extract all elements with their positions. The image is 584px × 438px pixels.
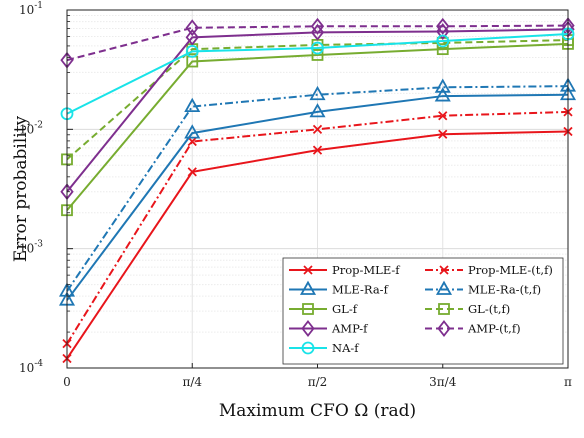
x-marker-stroke: [303, 265, 313, 275]
x-tick-label: 3π/4: [429, 375, 457, 389]
data-point: [301, 320, 315, 337]
legend-item: AMP-(t,f): [425, 320, 521, 337]
data-point: [299, 280, 317, 295]
data-point: [309, 85, 326, 101]
tick-layer: 0 π/4 π/2 3π/4 π 10-4 10-3 10-2 10-1: [19, 1, 572, 389]
data-point: [185, 28, 199, 46]
data-point: [438, 303, 450, 315]
series-line: [66, 42, 569, 211]
y-tick-label: 10-4: [19, 359, 43, 375]
data-point: [301, 341, 315, 355]
data-point: [187, 167, 197, 177]
x-tick-label: 0: [63, 375, 71, 389]
y-tick-label: 10-2: [19, 120, 43, 136]
series-line: [66, 24, 569, 62]
legend-item: GL-f: [289, 302, 358, 316]
data-point: [309, 103, 326, 118]
legend-label: Prop-MLE-f: [332, 263, 400, 277]
series-line: [66, 93, 569, 301]
data-point: [302, 303, 314, 315]
legend-item: AMP-f: [289, 320, 368, 337]
legend-label: Prop-MLE-(t,f): [468, 263, 553, 277]
series-mle-ra-f: [58, 85, 577, 306]
data-point: [439, 265, 449, 275]
legend-box: [282, 257, 564, 365]
data-point: [312, 124, 323, 134]
series-layer: [58, 17, 577, 364]
data-point: [438, 111, 448, 121]
x-marker-stroke: [438, 111, 448, 121]
legend: Prop-MLE-f Prop-MLE-(t,f) MLE-Ra-f MLE-Ra-(…: [282, 257, 564, 365]
data-point: [187, 136, 197, 147]
series-line: [66, 85, 569, 292]
legend-item: Prop-MLE-(t,f): [425, 263, 553, 277]
data-point: [436, 43, 449, 56]
data-point: [434, 78, 451, 93]
y-axis-label: Error probability: [11, 115, 31, 262]
data-point: [312, 145, 323, 155]
series-line: [66, 32, 569, 115]
data-point: [434, 87, 451, 102]
series-line: [66, 39, 569, 161]
legend-item: NA-f: [289, 341, 359, 355]
x-marker-stroke: [312, 124, 323, 134]
data-point: [436, 34, 450, 48]
x-axis-label: Maximum CFO Ω (rad): [219, 401, 416, 421]
data-point: [438, 129, 448, 139]
x-marker-stroke: [312, 145, 323, 155]
legend-label: GL-f: [332, 302, 358, 316]
data-point: [311, 41, 324, 55]
x-marker-stroke: [438, 129, 448, 139]
x-tick-label: π: [564, 375, 572, 389]
data-point: [185, 44, 199, 58]
legend-item: MLE-Ra-f: [289, 280, 389, 297]
y-tick-label: 10-1: [19, 1, 43, 17]
legend-label: NA-f: [332, 341, 359, 355]
data-point: [184, 97, 201, 113]
legend-item: MLE-Ra-(t,f): [425, 280, 541, 297]
data-point: [436, 17, 450, 35]
x-tick-label: π/2: [308, 375, 328, 389]
data-point: [184, 124, 201, 139]
x-marker-stroke: [187, 167, 197, 177]
y-tick-label: 10-3: [19, 240, 43, 256]
x-marker-stroke: [187, 136, 197, 147]
x-marker-stroke: [439, 265, 449, 275]
legend-label: MLE-Ra-f: [332, 283, 389, 297]
data-point: [435, 280, 453, 295]
legend-item: GL-(t,f): [425, 302, 510, 316]
legend-label: MLE-Ra-(t,f): [468, 283, 541, 297]
legend-item: Prop-MLE-f: [289, 263, 400, 277]
data-point: [437, 320, 451, 337]
legend-label: AMP-f: [331, 322, 368, 336]
legend-label: AMP-(t,f): [467, 322, 521, 336]
data-point: [303, 265, 313, 275]
x-tick-label: π/4: [182, 375, 202, 389]
legend-label: GL-(t,f): [468, 302, 510, 316]
data-point: [310, 17, 325, 35]
data-point: [185, 19, 199, 37]
